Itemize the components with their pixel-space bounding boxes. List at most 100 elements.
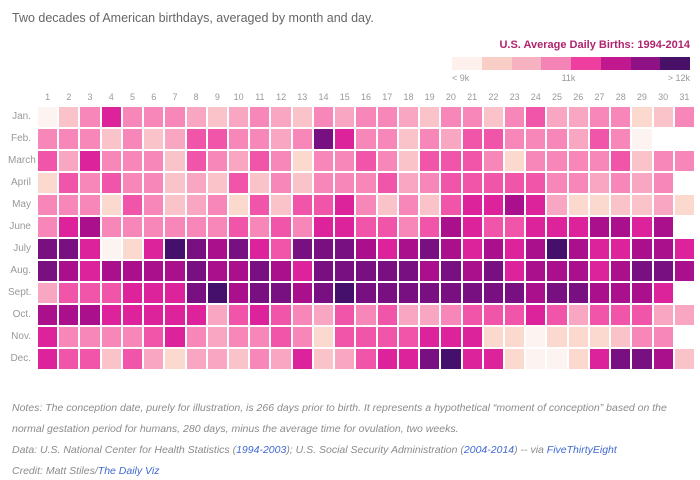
heatmap-cell[interactable] [653,349,673,369]
heatmap-cell[interactable] [377,349,397,369]
heatmap-cell[interactable] [356,239,376,259]
heatmap-cell[interactable] [38,239,58,259]
heatmap-cell[interactable] [547,195,567,215]
heatmap-cell[interactable] [589,239,610,259]
heatmap-cell[interactable] [229,173,249,193]
heatmap-cell[interactable] [611,239,631,259]
heatmap-cell[interactable] [462,107,482,127]
heatmap-cell[interactable] [229,107,249,127]
heatmap-cell[interactable] [674,305,694,325]
heatmap-cell[interactable] [313,129,334,149]
heatmap-cell[interactable] [547,349,567,369]
heatmap-cell[interactable] [292,129,312,149]
heatmap-cell[interactable] [38,349,58,369]
heatmap-cell[interactable] [207,239,228,259]
heatmap-cell[interactable] [38,261,58,281]
heatmap-cell[interactable] [356,261,376,281]
heatmap-cell[interactable] [526,261,546,281]
heatmap-cell[interactable] [483,107,503,127]
heatmap-cell[interactable] [250,107,270,127]
heatmap-cell[interactable] [207,349,228,369]
heatmap-cell[interactable] [186,173,206,193]
heatmap-cell[interactable] [101,129,121,149]
heatmap-cell[interactable] [313,327,334,347]
heatmap-cell[interactable] [441,129,461,149]
heatmap-cell[interactable] [420,283,440,303]
heatmap-cell[interactable] [653,173,673,193]
heatmap-cell[interactable] [59,327,79,347]
heatmap-cell[interactable] [38,283,58,303]
heatmap-cell[interactable] [589,129,610,149]
heatmap-cell[interactable] [441,173,461,193]
heatmap-cell[interactable] [165,151,185,171]
heatmap-cell[interactable] [611,129,631,149]
heatmap-cell[interactable] [229,239,249,259]
heatmap-cell[interactable] [589,261,610,281]
heatmap-cell[interactable] [483,195,503,215]
data-source-link[interactable]: 2004-2014 [463,444,515,456]
heatmap-cell[interactable] [292,327,312,347]
heatmap-cell[interactable] [207,327,228,347]
heatmap-cell[interactable] [483,173,503,193]
heatmap-cell[interactable] [292,195,312,215]
heatmap-cell[interactable] [526,283,546,303]
heatmap-cell[interactable] [186,217,206,237]
heatmap-cell[interactable] [504,173,525,193]
heatmap-cell[interactable] [335,327,355,347]
heatmap-cell[interactable] [589,327,610,347]
heatmap-cell[interactable] [38,129,58,149]
heatmap-cell[interactable] [80,107,100,127]
heatmap-cell[interactable] [165,217,185,237]
heatmap-cell[interactable] [420,217,440,237]
heatmap-cell[interactable] [568,217,588,237]
heatmap-cell[interactable] [101,151,121,171]
heatmap-cell[interactable] [186,327,206,347]
heatmap-cell[interactable] [356,151,376,171]
heatmap-cell[interactable] [526,107,546,127]
heatmap-cell[interactable] [611,151,631,171]
heatmap-cell[interactable] [335,283,355,303]
heatmap-cell[interactable] [80,173,100,193]
heatmap-cell[interactable] [377,151,397,171]
heatmap-cell[interactable] [377,327,397,347]
heatmap-cell[interactable] [462,151,482,171]
heatmap-cell[interactable] [292,107,312,127]
heatmap-cell[interactable] [420,107,440,127]
heatmap-cell[interactable] [504,129,525,149]
heatmap-cell[interactable] [165,283,185,303]
heatmap-cell[interactable] [250,151,270,171]
heatmap-cell[interactable] [526,239,546,259]
data-source-link[interactable]: FiveThirtyEight [546,444,617,456]
heatmap-cell[interactable] [165,173,185,193]
heatmap-cell[interactable] [568,283,588,303]
heatmap-cell[interactable] [292,261,312,281]
heatmap-cell[interactable] [186,107,206,127]
heatmap-cell[interactable] [207,173,228,193]
heatmap-cell[interactable] [632,283,652,303]
heatmap-cell[interactable] [229,129,249,149]
heatmap-cell[interactable] [674,195,694,215]
heatmap-cell[interactable] [568,107,588,127]
heatmap-cell[interactable] [398,239,419,259]
heatmap-cell[interactable] [377,239,397,259]
heatmap-cell[interactable] [207,283,228,303]
heatmap-cell[interactable] [101,217,121,237]
heatmap-cell[interactable] [80,151,100,171]
heatmap-cell[interactable] [59,349,79,369]
heatmap-cell[interactable] [38,107,58,127]
heatmap-cell[interactable] [250,327,270,347]
heatmap-cell[interactable] [632,195,652,215]
heatmap-cell[interactable] [526,327,546,347]
heatmap-cell[interactable] [271,107,291,127]
heatmap-cell[interactable] [611,261,631,281]
heatmap-cell[interactable] [589,349,610,369]
heatmap-cell[interactable] [632,327,652,347]
heatmap-cell[interactable] [59,239,79,259]
heatmap-cell[interactable] [462,129,482,149]
heatmap-cell[interactable] [504,349,525,369]
heatmap-cell[interactable] [483,217,503,237]
heatmap-cell[interactable] [632,349,652,369]
heatmap-cell[interactable] [568,327,588,347]
heatmap-cell[interactable] [313,239,334,259]
heatmap-cell[interactable] [165,195,185,215]
